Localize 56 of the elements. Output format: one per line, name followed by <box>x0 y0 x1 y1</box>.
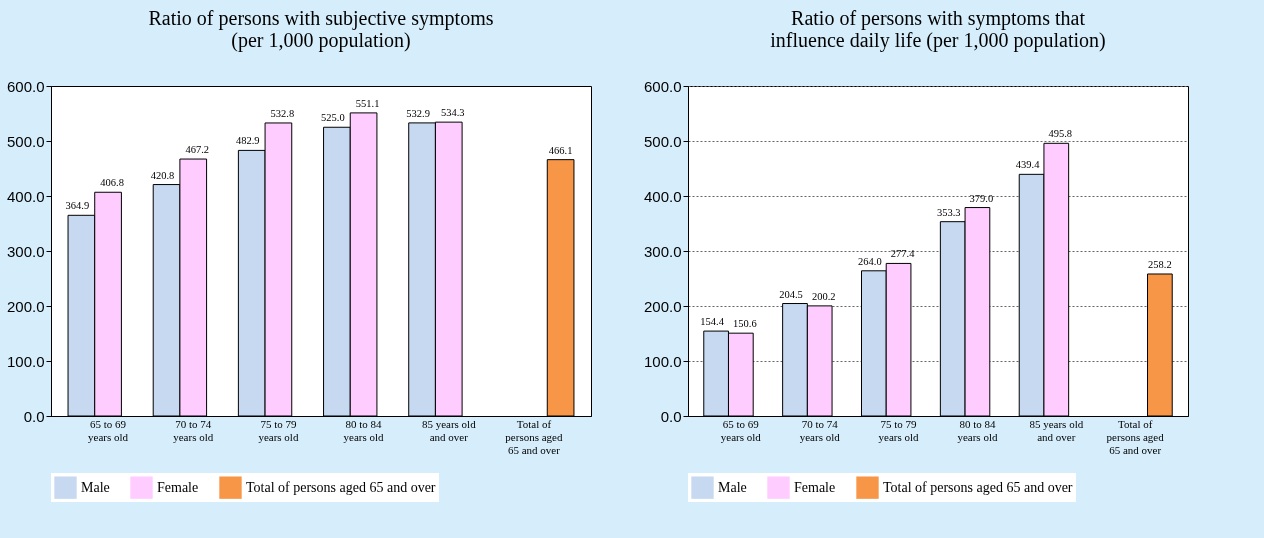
data-label: 364.9 <box>65 200 90 212</box>
data-label: 379.0 <box>969 192 994 204</box>
y-tick-label: 200.0 <box>6 297 45 315</box>
y-tick-label: 100.0 <box>6 352 45 370</box>
legend-label: Male <box>81 479 110 495</box>
chart-title: Ratio of persons with symptoms that influence daily life (per 1,000 population) <box>770 7 1106 52</box>
data-label: 264.0 <box>858 255 882 267</box>
legend-label: Male <box>718 479 747 495</box>
data-label: 258.2 <box>1148 258 1172 270</box>
data-label: 439.4 <box>1015 159 1041 171</box>
data-label: 532.9 <box>406 107 430 119</box>
y-tick-label: 0.0 <box>23 407 45 425</box>
data-label: 525.0 <box>321 112 345 124</box>
y-tick-label: 100.0 <box>643 352 682 370</box>
data-label: 353.3 <box>936 206 961 218</box>
x-tick-label: 70 to 74 years old <box>173 417 214 443</box>
y-tick-label: 200.0 <box>643 297 682 315</box>
legend-label: Female <box>794 479 836 495</box>
data-label: 467.2 <box>185 144 210 156</box>
data-label: 277.4 <box>890 248 916 260</box>
data-label: 406.8 <box>100 177 124 189</box>
chart-title: Ratio of persons with subjective symptoms (per 1,000 population) <box>148 7 494 52</box>
legend-label: Total of persons aged 65 and over <box>883 479 1073 495</box>
data-label: 534.3 <box>440 107 465 119</box>
data-label: 532.8 <box>270 107 295 119</box>
y-tick-label: 600.0 <box>6 77 45 95</box>
x-tick-label: 75 to 79 years old <box>258 417 299 443</box>
y-tick-label: 300.0 <box>643 242 682 260</box>
x-tick-label: 80 to 84 years old <box>957 417 998 443</box>
x-tick-label: 70 to 74 years old <box>799 417 841 443</box>
y-tick-label: 400.0 <box>643 187 682 205</box>
x-tick-label: 80 to 84 years old <box>343 417 385 443</box>
legend-label: Total of persons aged 65 and over <box>246 479 436 495</box>
legend-label: Female <box>157 479 199 495</box>
y-tick-label: 400.0 <box>6 187 45 205</box>
x-tick-label: Total of persons aged 65 and over <box>505 417 563 456</box>
data-label: 204.5 <box>779 288 803 300</box>
x-tick-label: 85 years old and over <box>1029 417 1084 443</box>
y-tick-label: 500.0 <box>6 132 45 150</box>
y-tick-label: 300.0 <box>6 242 45 260</box>
x-tick-label: 65 to 69 years old <box>720 417 762 443</box>
y-tick-label: 600.0 <box>643 77 682 95</box>
data-label: 420.8 <box>150 169 175 181</box>
x-tick-label: 65 to 69 years old <box>88 417 129 443</box>
data-label: 200.2 <box>811 290 836 302</box>
data-label: 154.4 <box>700 316 725 328</box>
data-label: 466.1 <box>548 144 573 156</box>
data-label: 551.1 <box>355 97 380 109</box>
data-label: 482.9 <box>235 135 260 147</box>
x-tick-label: 75 to 79 years old <box>878 417 920 443</box>
x-tick-label: 85 years old and over <box>421 417 477 443</box>
y-tick-label: 500.0 <box>643 132 682 150</box>
x-tick-label: Total of persons aged 65 and over <box>1106 417 1165 456</box>
y-tick-label: 0.0 <box>660 407 682 425</box>
data-label: 150.6 <box>733 318 757 330</box>
data-label: 495.8 <box>1048 128 1073 140</box>
